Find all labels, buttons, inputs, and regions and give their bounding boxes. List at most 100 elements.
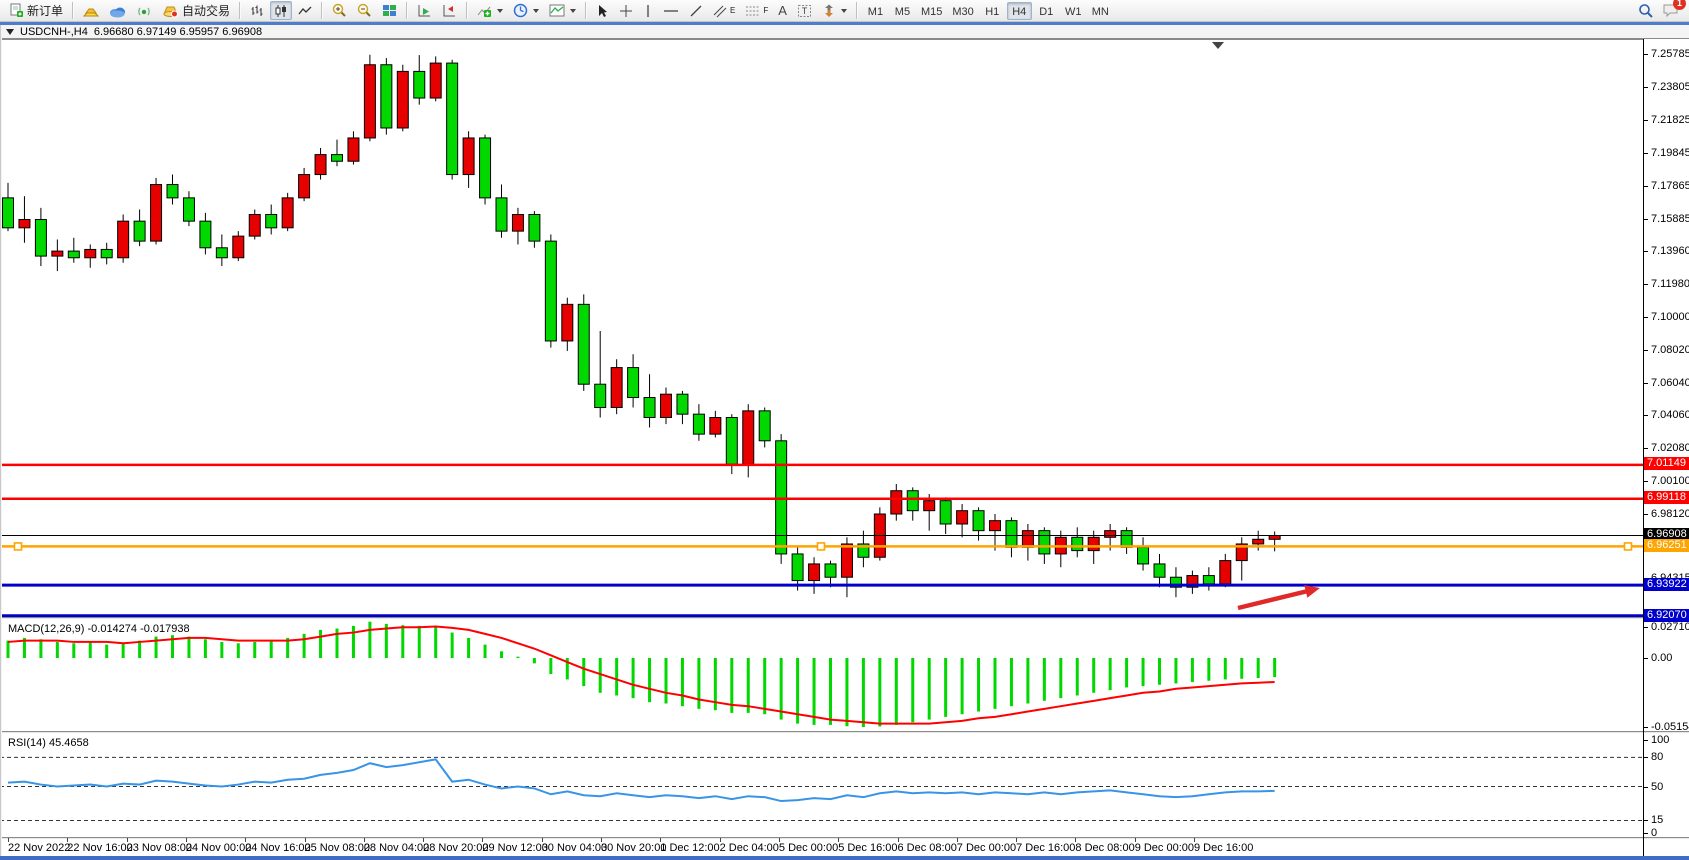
channel-sub-label: E [730, 6, 736, 15]
horizontal-line-tool-button[interactable] [659, 1, 683, 20]
line-selection-handle[interactable] [816, 542, 826, 551]
time-tick [601, 838, 602, 842]
time-tick [660, 838, 662, 842]
metaeditor-button[interactable] [105, 1, 130, 20]
time-tick [304, 838, 306, 842]
time-label: 22 Nov 2022 [8, 842, 71, 854]
text-label-icon: T [797, 4, 811, 17]
search-icon[interactable] [1638, 3, 1654, 19]
timeframe-button-h4[interactable]: H4 [1006, 1, 1032, 20]
gold-icon [83, 8, 100, 16]
signals-button[interactable] [132, 1, 156, 20]
periods-button[interactable] [509, 1, 543, 20]
price-tick-mark [1643, 514, 1648, 516]
line-chart-mode-button[interactable] [294, 1, 316, 20]
market-watch-button[interactable] [79, 1, 103, 20]
pane-macd-canvas[interactable] [0, 620, 1643, 731]
chart-shift-button[interactable] [438, 1, 461, 20]
auto-scroll-button[interactable] [413, 1, 436, 20]
price-tick-mark [1643, 283, 1648, 285]
fibonacci-tool-button[interactable]: F [741, 1, 772, 20]
tile-windows-button[interactable] [378, 1, 401, 20]
price-tag-6.93922: 6.93922 [1644, 577, 1689, 591]
time-label: 1 Dec 12:00 [660, 842, 720, 854]
time-tick [1134, 838, 1136, 842]
price-tick-mark [1643, 448, 1648, 450]
rsi-pane[interactable] [0, 734, 1643, 837]
price-tick: 7.10000 [1651, 310, 1689, 323]
price-tick-mark [1643, 185, 1648, 187]
time-tick [838, 838, 840, 842]
new-order-button[interactable]: 新订单 [5, 1, 67, 20]
time-tick [185, 838, 187, 842]
cursor-icon [599, 4, 608, 17]
main-toolbar: 新订单 [0, 0, 1689, 22]
text-tool-button[interactable]: A [774, 1, 791, 20]
timeframe-button-m5[interactable]: M5 [894, 5, 911, 18]
text-tool-glyph: A [778, 3, 787, 18]
indicators-button[interactable] [473, 1, 507, 20]
trendline-tool-button[interactable] [685, 1, 707, 20]
time-label: 5 Dec 00:00 [778, 842, 839, 854]
clock-icon [513, 3, 528, 18]
toolbar-separator [585, 2, 588, 19]
price-tick: 7.00100 [1651, 475, 1689, 488]
line-selection-handle[interactable] [13, 542, 23, 551]
candlestick-icon [275, 4, 287, 17]
chart-shift-marker[interactable] [1212, 42, 1224, 49]
price-tick-mark [1643, 382, 1648, 384]
toolbar-separator [855, 2, 858, 19]
window-menu-icon[interactable] [6, 28, 14, 35]
pane-separator[interactable] [0, 617, 1689, 620]
rsi-tick: 15 [1651, 814, 1664, 827]
macd-signal-line [7, 625, 1275, 725]
chart-titlebar[interactable]: USDCNH-,H4 6.96680 6.97149 6.95957 6.969… [0, 25, 1689, 39]
tile-windows-icon [383, 4, 397, 16]
line-selection-handle[interactable] [1623, 542, 1633, 551]
timeframe-button-m30[interactable]: M30 [952, 5, 974, 18]
price-tick: 7.23805 [1651, 80, 1689, 93]
price-tick: 7.17865 [1651, 179, 1689, 192]
pane-rsi-canvas[interactable] [0, 734, 1643, 837]
price-tick-mark [1643, 481, 1648, 483]
price-tick-mark [1643, 86, 1648, 88]
vertical-line-icon [647, 4, 649, 17]
arrows-tool-button[interactable] [818, 1, 851, 20]
candlestick-mode-button[interactable] [270, 1, 293, 20]
time-tick [719, 838, 721, 842]
timeframe-button-d1[interactable]: D1 [1039, 5, 1054, 18]
macd-histogram [6, 621, 1277, 728]
vertical-line-tool-button[interactable] [639, 1, 657, 20]
zoom-in-button[interactable] [328, 1, 351, 20]
zoom-out-button[interactable] [353, 1, 376, 20]
timeframe-button-h1[interactable]: H1 [985, 5, 1000, 18]
timeframe-button-w1[interactable]: W1 [1065, 5, 1082, 18]
text-label-tool-button[interactable]: T [793, 1, 816, 20]
pane-main-canvas[interactable] [0, 40, 1643, 618]
template-icon [549, 4, 565, 17]
time-tick [363, 838, 365, 842]
auto-trading-button[interactable]: 自动交易 [158, 1, 234, 20]
price-tick: 7.11980 [1651, 277, 1689, 290]
notifications-button[interactable]: 1 [1662, 0, 1686, 18]
rsi-tick-mark [1643, 786, 1648, 788]
macd-pane[interactable] [0, 620, 1643, 731]
crosshair-tool-button[interactable] [615, 1, 637, 20]
cursor-tool-button[interactable] [592, 1, 613, 20]
price-tick-mark [1643, 250, 1648, 252]
timeframe-button-m15[interactable]: M15 [920, 5, 943, 18]
templates-button[interactable] [545, 1, 580, 20]
window-left-edge [0, 25, 2, 856]
price-tick: 6.98120 [1651, 508, 1689, 521]
timeframe-button-mn[interactable]: MN [1091, 5, 1109, 18]
arrow-annotation[interactable] [1237, 585, 1320, 611]
rsi-tick: 100 [1651, 734, 1670, 746]
timeframe-button-m1[interactable]: M1 [867, 5, 884, 18]
time-label: 24 Nov 00:00 [185, 842, 252, 854]
line-chart-icon [298, 6, 312, 14]
channel-tool-button[interactable]: E [709, 1, 739, 20]
bar-chart-mode-button[interactable] [246, 1, 268, 20]
price-chart-pane[interactable] [0, 39, 1643, 618]
macd-tick-mark [1643, 627, 1648, 628]
pane-separator[interactable] [0, 731, 1689, 734]
